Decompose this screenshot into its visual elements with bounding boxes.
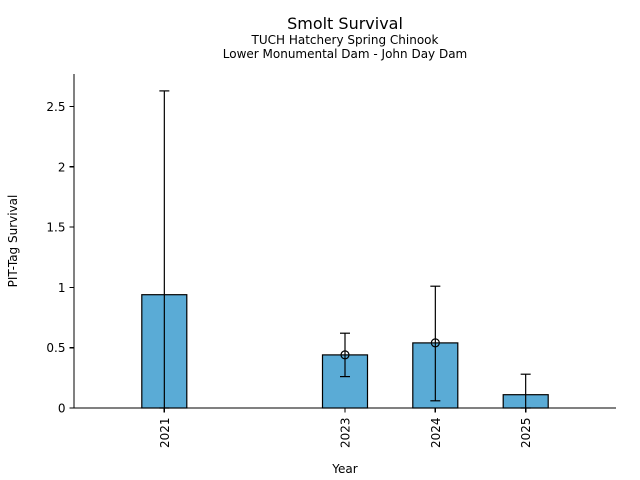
y-tick-label: 0.5 <box>46 341 65 355</box>
chart-subtitle-line1: TUCH Hatchery Spring Chinook <box>251 33 439 47</box>
y-axis-label: PIT-Tag Survival <box>6 195 20 288</box>
y-tick-label: 0 <box>58 402 66 416</box>
x-tick-label: 2025 <box>519 418 533 449</box>
chart-title: Smolt Survival <box>287 14 403 33</box>
point-marker <box>430 338 440 348</box>
x-tick-label: 2023 <box>339 418 353 449</box>
chart-subtitle-line2: Lower Monumental Dam - John Day Dam <box>223 47 468 61</box>
x-tick-label: 2024 <box>429 418 443 449</box>
y-tick-label: 1.5 <box>46 221 65 235</box>
x-tick-label: 2021 <box>158 418 172 449</box>
x-axis-label: Year <box>331 462 357 476</box>
y-tick-label: 1 <box>58 281 66 295</box>
point-marker <box>340 350 350 360</box>
plot-layer: 0 0.5 1 1.5 2 2.5 2021 2023 2024 2025 <box>46 74 616 448</box>
y-tick-label: 2 <box>58 160 66 174</box>
y-tick-label: 2.5 <box>46 100 65 114</box>
